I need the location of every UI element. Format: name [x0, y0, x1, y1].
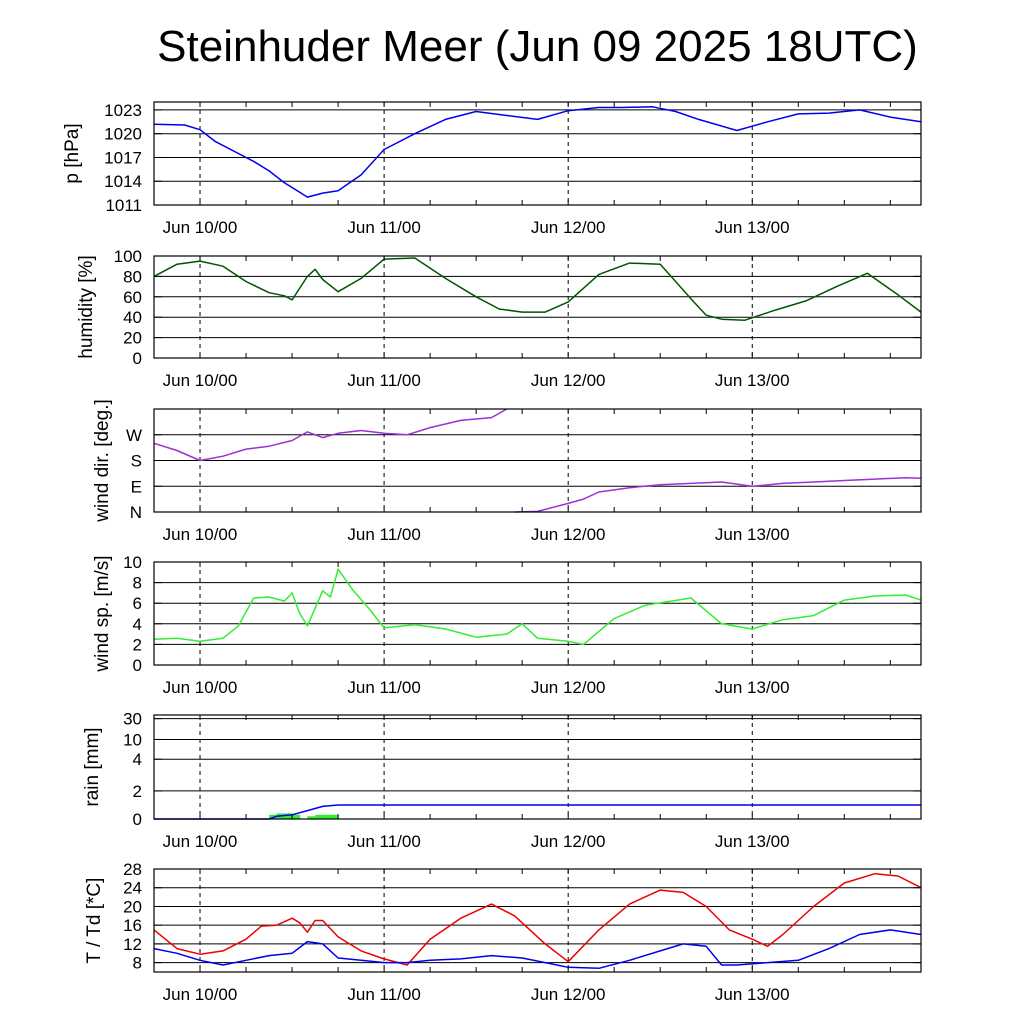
y-tick-label: 16 [123, 916, 142, 935]
y-tick-label: 1023 [104, 101, 142, 120]
y-tick-label: 0 [133, 810, 142, 829]
page-title: Steinhuder Meer (Jun 09 2025 18UTC) [157, 22, 918, 71]
y-tick-label: 1014 [104, 172, 142, 191]
y-tick-label: 30 [123, 710, 142, 729]
rain-bar [292, 814, 301, 819]
y-tick-label: 20 [123, 897, 142, 916]
x-tick-label: Jun 11/00 [347, 525, 420, 544]
y-axis-title: T / Td [*C] [84, 878, 105, 964]
y-tick-label: 40 [123, 308, 142, 327]
y-tick-label: 1017 [104, 148, 142, 167]
x-tick-label: Jun 11/00 [347, 218, 420, 237]
y-tick-label: 1020 [104, 125, 142, 144]
rain-bar [330, 814, 339, 819]
y-tick-label: 60 [123, 288, 142, 307]
x-tick-label: Jun 11/00 [347, 371, 420, 390]
rain-bar [284, 813, 293, 819]
y-tick-label: E [131, 477, 142, 496]
y-axis-title: wind dir. [deg.] [92, 399, 113, 523]
x-tick-label: Jun 13/00 [715, 525, 790, 544]
y-tick-label: 4 [133, 615, 142, 634]
y-tick-label: 80 [123, 267, 142, 286]
y-tick-label: 0 [133, 349, 142, 368]
y-tick-label: 6 [133, 594, 142, 613]
x-tick-label: Jun 11/00 [347, 832, 420, 851]
panel-frame [153, 714, 922, 820]
y-tick-label: 100 [114, 247, 142, 266]
y-tick-label: 12 [123, 935, 142, 954]
x-tick-label: Jun 12/00 [531, 218, 606, 237]
panel-frame [153, 868, 922, 973]
temperature-line [153, 872, 922, 966]
x-tick-label: Jun 10/00 [163, 985, 238, 1004]
pressure-line [153, 106, 922, 198]
y-tick-label: N [130, 503, 142, 522]
y-tick-label: 8 [133, 954, 142, 973]
y-tick-label: S [131, 452, 142, 471]
y-tick-label: 1011 [105, 196, 142, 215]
rain-bar [315, 814, 324, 819]
panel-frame [153, 255, 922, 359]
x-tick-label: Jun 12/00 [531, 371, 606, 390]
y-axis-title: rain [mm] [82, 727, 103, 806]
dewpoint-line [153, 929, 922, 970]
y-axis-title: humidity [%] [76, 255, 97, 358]
x-tick-label: Jun 12/00 [531, 678, 606, 697]
x-tick-label: Jun 13/00 [715, 678, 790, 697]
x-tick-label: Jun 12/00 [531, 525, 606, 544]
x-tick-label: Jun 13/00 [715, 832, 790, 851]
x-tick-label: Jun 10/00 [163, 371, 238, 390]
x-tick-label: Jun 13/00 [715, 371, 790, 390]
panel-frame [153, 561, 922, 666]
x-tick-label: Jun 12/00 [531, 985, 606, 1004]
x-tick-label: Jun 10/00 [163, 678, 238, 697]
wind_speed-line [153, 568, 922, 646]
x-tick-label: Jun 13/00 [715, 985, 790, 1004]
y-tick-label: 24 [123, 879, 142, 898]
x-tick-label: Jun 12/00 [531, 832, 606, 851]
x-tick-label: Jun 10/00 [163, 832, 238, 851]
x-tick-label: Jun 13/00 [715, 218, 790, 237]
x-tick-label: Jun 11/00 [347, 985, 420, 1004]
x-tick-label: Jun 10/00 [163, 525, 238, 544]
y-tick-label: 2 [133, 782, 142, 801]
x-tick-label: Jun 10/00 [163, 218, 238, 237]
y-tick-label: 8 [133, 574, 142, 593]
panel-frame [153, 101, 922, 206]
y-axis-title: p [hPa] [62, 123, 83, 183]
y-tick-label: 20 [123, 329, 142, 348]
y-tick-label: 2 [133, 635, 142, 654]
panel-frame [153, 408, 922, 513]
y-tick-label: 10 [123, 553, 142, 572]
humidity-line [153, 257, 922, 322]
y-tick-label: 28 [123, 860, 142, 879]
y-tick-label: 10 [123, 730, 142, 749]
wind_dir-line [153, 408, 508, 462]
y-tick-label: 4 [133, 750, 142, 769]
wind_dir-line [514, 476, 922, 513]
rain-bar [322, 814, 331, 819]
y-axis-title: wind sp. [m/s] [92, 555, 113, 672]
y-tick-label: W [126, 426, 142, 445]
x-tick-label: Jun 11/00 [347, 678, 420, 697]
rain-bar [307, 816, 316, 819]
y-tick-label: 0 [133, 656, 142, 675]
